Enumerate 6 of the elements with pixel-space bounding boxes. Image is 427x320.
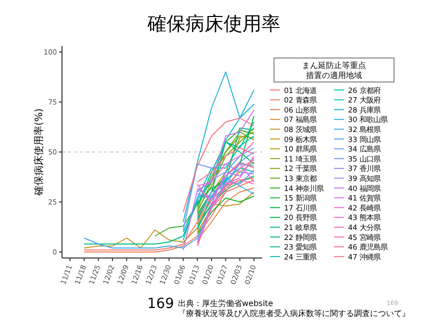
- chart-title: 確保病床使用率: [146, 13, 280, 35]
- legend-title: まん延防止等重点措置の適用地域: [302, 61, 366, 80]
- y-axis-title: 確保病床使用率(%): [33, 108, 45, 197]
- text: 『療養状況等及び入院患者受入病床数等に関する調査について』: [178, 309, 410, 318]
- text: 169: [147, 296, 174, 312]
- source-note: 出典：厚生労働省website: [178, 299, 274, 308]
